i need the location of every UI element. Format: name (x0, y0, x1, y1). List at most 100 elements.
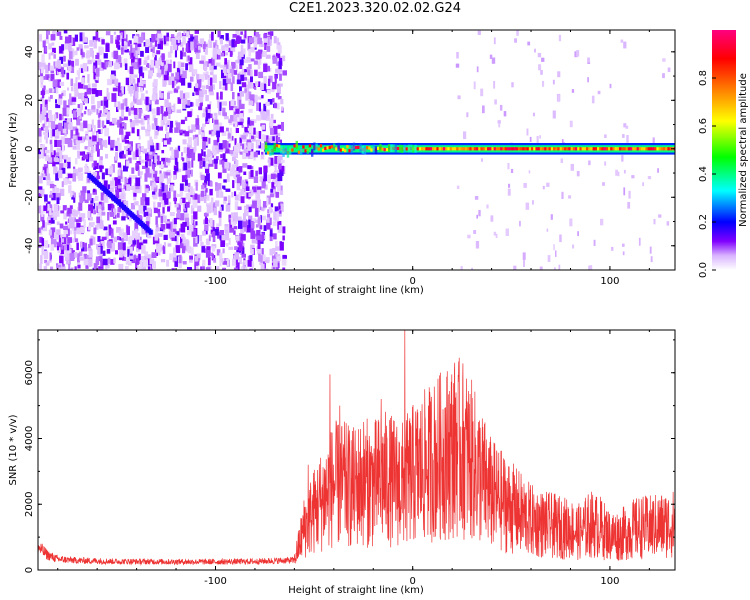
spectrogram-noise-cell (258, 102, 261, 112)
spectrogram-noise-cell (134, 74, 138, 78)
spectrogram-noise-cell (277, 182, 281, 191)
spectrogram-noise-cell (234, 40, 237, 47)
spectrogram-noise-cell (138, 205, 144, 214)
spectrogram-noise-cell (57, 206, 61, 210)
spectrogram-noise-cell (69, 192, 73, 198)
spectrogram-noise-cell (163, 242, 166, 247)
spectrogram-noise-cell (272, 136, 275, 141)
spectrogram-noise-cell (508, 183, 511, 188)
spectrogram-noise-cell (261, 151, 264, 155)
spectrogram-noise-cell (105, 231, 109, 239)
spectrogram-noise-cell (53, 84, 57, 93)
spectrogram-signal-cell (467, 147, 470, 151)
spectrogram-noise-cell (138, 66, 143, 74)
spectrogram-noise-cell (151, 123, 155, 130)
spectrogram-signal-cell (528, 147, 532, 151)
spectrogram-noise-cell (542, 80, 545, 87)
spectrogram-noise-cell (243, 191, 247, 199)
spectrogram-noise-cell (276, 52, 281, 59)
spectrogram-noise-cell (222, 248, 225, 254)
spectrogram-signal-cell (421, 147, 424, 151)
spectrogram-noise-cell (63, 230, 69, 237)
spectrogram-noise-cell (190, 76, 194, 82)
spectrogram-noise-cell (64, 120, 70, 124)
spectrogram-noise-cell (221, 130, 227, 136)
spectrogram-noise-cell (165, 157, 169, 163)
spectrogram-noise-cell (201, 185, 205, 190)
spectrogram-noise-cell (155, 60, 160, 69)
spectrogram-noise-cell (56, 197, 60, 204)
spectrogram-noise-cell (154, 234, 159, 241)
spectrogram-noise-cell (473, 230, 477, 234)
spectrogram-noise-cell (257, 37, 262, 45)
x-tick-label: -100 (204, 276, 227, 287)
snr-x-label: Height of straight line (km) (288, 585, 424, 596)
spectrogram-signal-cell (500, 147, 503, 151)
spectrogram-noise-cell (162, 206, 165, 214)
spectrogram-noise-cell (99, 201, 105, 211)
spectrogram-noise-cell (232, 34, 237, 38)
spectrogram-signal-cell (359, 143, 362, 152)
spectrogram-noise-cell (93, 208, 97, 215)
spectrogram-noise-cell (253, 127, 256, 135)
spectrogram-signal-cell (333, 143, 336, 152)
spectrogram-noise-cell (101, 120, 105, 128)
spectrogram-noise-cell (238, 220, 243, 229)
spectrogram-signal-cell (535, 147, 538, 151)
spectrogram-noise-cell (187, 143, 192, 149)
spectrogram-noise-cell (103, 99, 109, 108)
spectrogram-signal-cell (476, 147, 479, 151)
spectrogram-noise-cell (89, 136, 92, 140)
spectrogram-noise-cell (46, 30, 49, 40)
spectrogram-noise-cell (77, 71, 80, 80)
spectrogram-noise-cell (490, 215, 494, 222)
spectrogram-noise-cell (66, 244, 70, 251)
spectrogram-noise-cell (154, 55, 157, 61)
spectrogram-noise-cell (134, 55, 139, 65)
spectrogram-signal-cell (493, 147, 496, 151)
spectrogram-noise-cell (98, 266, 102, 270)
spectrogram-noise-cell (121, 242, 126, 251)
spectrogram-noise-cell (231, 192, 234, 198)
spectrogram-noise-cell (101, 211, 106, 216)
spectrogram-noise-cell (48, 114, 53, 122)
spectrogram-noise-cell (163, 215, 167, 223)
spectrogram-noise-cell (83, 219, 86, 228)
spectrogram-noise-cell (76, 141, 80, 150)
spectrogram-noise-cell (227, 133, 231, 139)
spectrogram-noise-cell (92, 65, 96, 73)
spectrogram-noise-cell (181, 175, 187, 183)
spectrogram-noise-cell (278, 61, 282, 70)
spectrogram-signal-cell (366, 146, 369, 150)
spectrogram-noise-cell (217, 122, 223, 126)
spectrogram-noise-cell (49, 65, 55, 71)
spectrogram-noise-cell (42, 123, 45, 128)
spectrogram-noise-cell (180, 236, 183, 246)
spectrogram-noise-cell (192, 199, 198, 208)
spectrogram-noise-cell (131, 167, 135, 174)
spectrogram-noise-cell (145, 167, 150, 174)
spectrogram-noise-cell (277, 71, 281, 75)
spectrogram-noise-cell (154, 40, 158, 47)
spectrogram-noise-cell (177, 97, 182, 104)
spectrogram-noise-cell (191, 124, 196, 132)
spectrogram-noise-cell (95, 31, 99, 41)
spectrogram-noise-cell (237, 51, 242, 61)
spectrogram-noise-cell (136, 99, 141, 105)
spectrogram-noise-cell (144, 99, 147, 104)
spectrogram-noise-cell (170, 184, 174, 192)
spectrogram-noise-cell (167, 243, 172, 247)
spectrogram-noise-cell (130, 246, 133, 252)
spectrogram-noise-cell (84, 45, 89, 49)
spectrogram-noise-cell (666, 221, 670, 226)
spectrogram-noise-cell (42, 40, 46, 48)
spectrogram-noise-cell (92, 203, 97, 210)
spectrogram-noise-cell (240, 44, 244, 54)
spectrogram-noise-cell (157, 33, 163, 39)
spectrogram-noise-cell (192, 224, 197, 232)
spectrogram-noise-cell (115, 151, 118, 161)
spectrogram-noise-cell (101, 47, 104, 54)
spectrogram-noise-cell (139, 146, 143, 152)
spectrogram-noise-cell (40, 144, 45, 152)
spectrogram-noise-cell (140, 256, 145, 262)
